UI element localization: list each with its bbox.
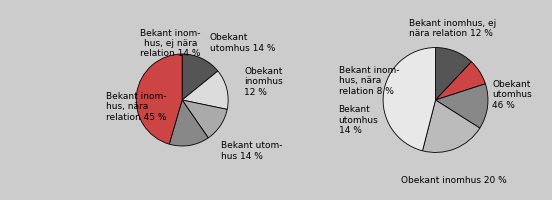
Wedge shape [136,54,182,144]
Text: Bekant
utomhus
14 %: Bekant utomhus 14 % [338,105,378,135]
Wedge shape [436,62,485,100]
Wedge shape [182,71,228,109]
Text: Bekant utom-
hus 14 %: Bekant utom- hus 14 % [221,141,283,161]
Wedge shape [169,100,208,146]
Wedge shape [422,100,480,152]
Wedge shape [182,100,227,138]
Text: Obekant
utomhus 14 %: Obekant utomhus 14 % [210,33,275,53]
Text: Bekant inom-
hus, nära
relation 45 %: Bekant inom- hus, nära relation 45 % [106,92,167,122]
Text: Bekant inomhus, ej
nära relation 12 %: Bekant inomhus, ej nära relation 12 % [410,19,497,38]
Text: Bekant inom-
hus, ej nära
relation 14 %: Bekant inom- hus, ej nära relation 14 % [140,29,201,58]
Text: Bekant inom-
hus, nära
relation 8 %: Bekant inom- hus, nära relation 8 % [338,66,399,96]
Wedge shape [383,48,436,151]
Text: Obekant
inomhus
12 %: Obekant inomhus 12 % [244,67,283,97]
Wedge shape [436,84,488,128]
Text: Obekant inomhus 20 %: Obekant inomhus 20 % [401,176,507,185]
Text: Obekant
utomhus
46 %: Obekant utomhus 46 % [492,80,532,110]
Wedge shape [436,48,471,100]
Wedge shape [182,54,218,100]
